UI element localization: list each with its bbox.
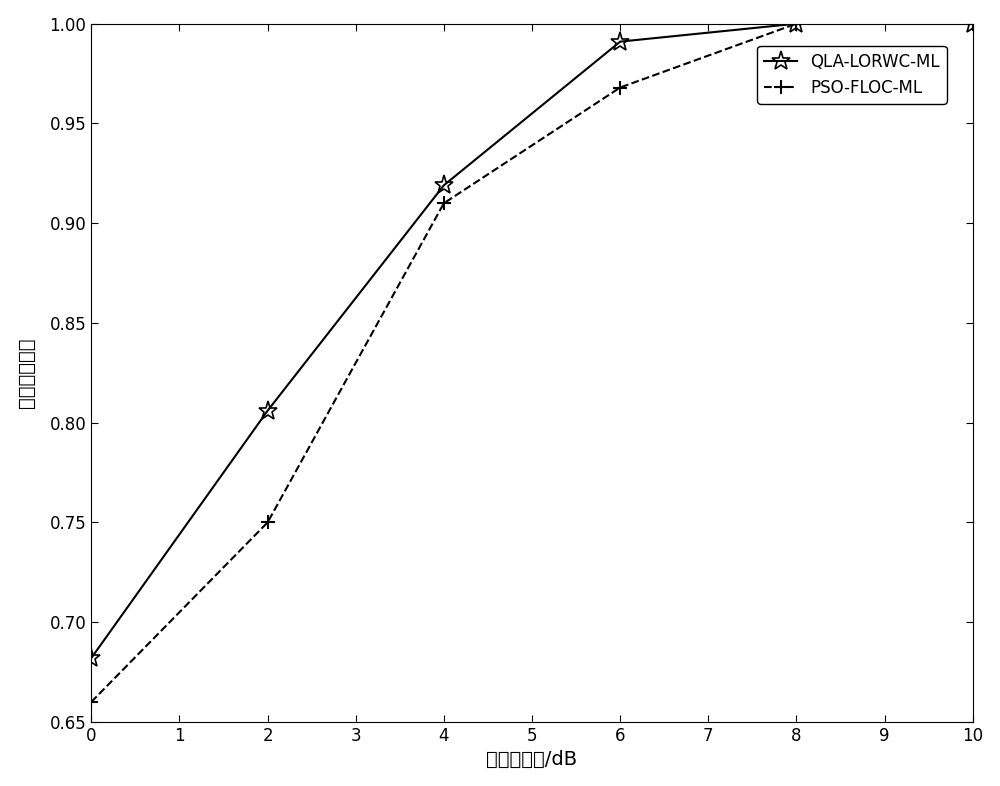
PSO-FLOC-ML (790, 19, 802, 28)
PSO-FLOC-ML (967, 19, 979, 28)
QLA-LORWC-ML (438, 181, 450, 190)
Legend: QLA-LORWC-ML, PSO-FLOC-ML: QLA-LORWC-ML, PSO-FLOC-ML (757, 46, 947, 104)
PSO-FLOC-ML (438, 199, 450, 208)
QLA-LORWC-ML (967, 19, 979, 28)
PSO-FLOC-ML (262, 518, 274, 527)
QLA-LORWC-ML (790, 19, 802, 28)
PSO-FLOC-ML (614, 83, 626, 92)
PSO-FLOC-ML (85, 697, 97, 707)
Line: PSO-FLOC-ML: PSO-FLOC-ML (84, 17, 980, 709)
Y-axis label: 估计成功概率: 估计成功概率 (17, 337, 36, 408)
QLA-LORWC-ML (85, 653, 97, 663)
QLA-LORWC-ML (614, 37, 626, 46)
Line: QLA-LORWC-ML: QLA-LORWC-ML (82, 14, 982, 668)
X-axis label: 广义信噪比/dB: 广义信噪比/dB (486, 751, 578, 769)
QLA-LORWC-ML (262, 406, 274, 416)
